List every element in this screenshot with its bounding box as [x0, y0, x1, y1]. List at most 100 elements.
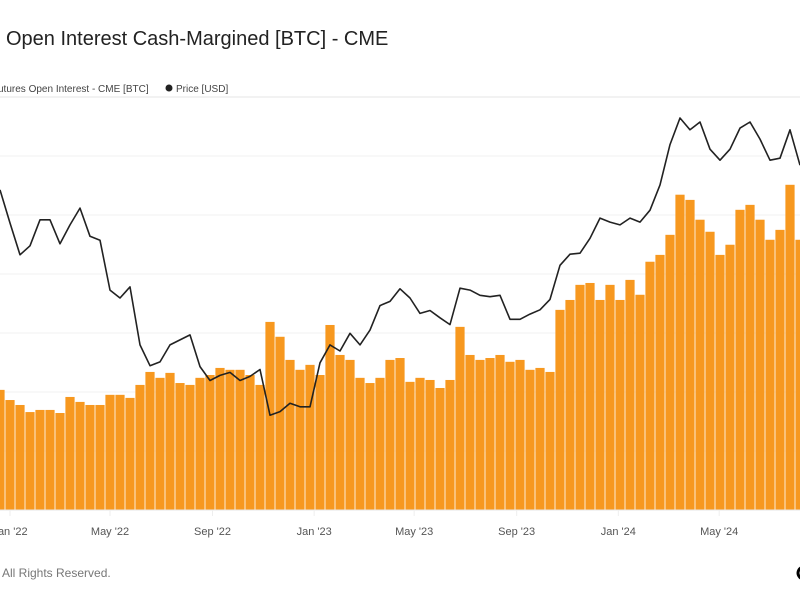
oi-bar [755, 219, 765, 510]
oi-bar [15, 404, 25, 510]
oi-bar [365, 383, 375, 510]
x-tick-label: Sep '22 [194, 526, 231, 538]
oi-bar [665, 234, 675, 510]
oi-bar [545, 371, 555, 510]
oi-bar [615, 299, 625, 510]
chart-title: Open Interest Cash-Margined [BTC] - CME [6, 28, 388, 50]
x-tick-label: Jan '22 [0, 526, 28, 538]
x-tick-label: May '22 [91, 526, 129, 538]
legend-marker-price [165, 84, 173, 92]
oi-bar [105, 394, 115, 510]
oi-bar [325, 324, 335, 510]
oi-bar [135, 384, 145, 510]
oi-bar [145, 371, 155, 510]
oi-bar [385, 359, 395, 510]
oi-bar [315, 375, 325, 510]
oi-bar [505, 361, 515, 510]
oi-bar [165, 372, 175, 510]
oi-bar [195, 377, 205, 510]
oi-bar [0, 389, 5, 510]
legend-item-open-interest[interactable]: utures Open Interest - CME [BTC] [0, 84, 149, 95]
oi-bar [75, 401, 85, 510]
oi-bar [685, 199, 695, 510]
oi-bar [725, 244, 735, 510]
oi-bar [445, 379, 455, 510]
oi-bar [125, 397, 135, 510]
oi-bar [435, 387, 445, 510]
oi-bar [575, 284, 585, 510]
oi-bar [175, 383, 185, 510]
oi-bar [765, 239, 775, 510]
oi-bar [555, 309, 565, 510]
oi-bar [255, 384, 265, 510]
x-tick-label: Jan '23 [297, 526, 332, 538]
oi-bar [275, 336, 285, 510]
oi-bar [225, 369, 235, 510]
open-interest-bars [0, 184, 800, 511]
oi-bar [715, 254, 725, 510]
x-axis-ticks: Jan '22 May '22 Sep '22 Jan '23 May '23 Sep '… [0, 510, 738, 538]
oi-bar [625, 279, 635, 510]
oi-bar [185, 384, 195, 510]
oi-bar [585, 282, 595, 510]
footer-copyright: All Rights Reserved. [2, 566, 111, 580]
oi-bar [605, 284, 615, 510]
price-line [0, 117, 800, 416]
oi-bar [345, 359, 355, 510]
oi-bar [525, 369, 535, 510]
oi-bar [475, 359, 485, 510]
x-tick-label: Jan '24 [601, 526, 636, 538]
oi-bar [485, 358, 495, 510]
oi-bar [785, 184, 795, 511]
oi-bar [595, 299, 605, 510]
oi-bar [415, 377, 425, 510]
oi-bar [635, 294, 645, 510]
oi-bar [745, 204, 755, 511]
oi-bar [155, 377, 165, 510]
oi-bar [465, 354, 475, 510]
x-tick-label: May '24 [700, 526, 738, 538]
oi-bar [85, 404, 95, 510]
oi-bar [215, 367, 225, 510]
x-tick-label: May '23 [395, 526, 433, 538]
legend-label-price: Price [USD] [176, 84, 228, 95]
oi-bar [295, 369, 305, 510]
oi-bar [425, 379, 435, 510]
legend-item-price[interactable]: Price [USD] [165, 84, 229, 95]
oi-bar [405, 381, 415, 510]
legend: utures Open Interest - CME [BTC] Price [… [0, 84, 228, 95]
oi-bar [245, 375, 255, 510]
oi-bar [35, 409, 45, 510]
oi-bar [535, 367, 545, 510]
oi-bar [45, 409, 55, 510]
oi-bar [705, 231, 715, 511]
oi-bar [735, 209, 745, 511]
oi-bar [95, 404, 105, 510]
oi-bar [675, 194, 685, 511]
oi-bar [775, 229, 785, 511]
oi-bar [335, 354, 345, 510]
x-tick-label: Sep '23 [498, 526, 535, 538]
oi-bar [115, 394, 125, 510]
oi-bar [5, 400, 15, 510]
oi-bar [795, 239, 800, 510]
oi-bar [515, 359, 525, 510]
oi-bar [645, 261, 655, 510]
oi-bar [455, 326, 465, 510]
oi-bar [55, 413, 65, 510]
oi-bar [395, 358, 405, 510]
oi-bar [495, 354, 505, 510]
oi-bar [205, 375, 215, 510]
oi-bar [655, 254, 665, 510]
oi-bar [285, 359, 295, 510]
oi-bar [65, 396, 75, 510]
oi-bar [25, 412, 35, 510]
oi-bar [235, 369, 245, 510]
oi-bar [375, 377, 385, 510]
oi-bar [565, 299, 575, 510]
oi-bar [695, 219, 705, 510]
oi-bar [305, 364, 315, 510]
legend-label-open-interest: utures Open Interest - CME [BTC] [0, 84, 149, 95]
oi-bar [355, 377, 365, 510]
